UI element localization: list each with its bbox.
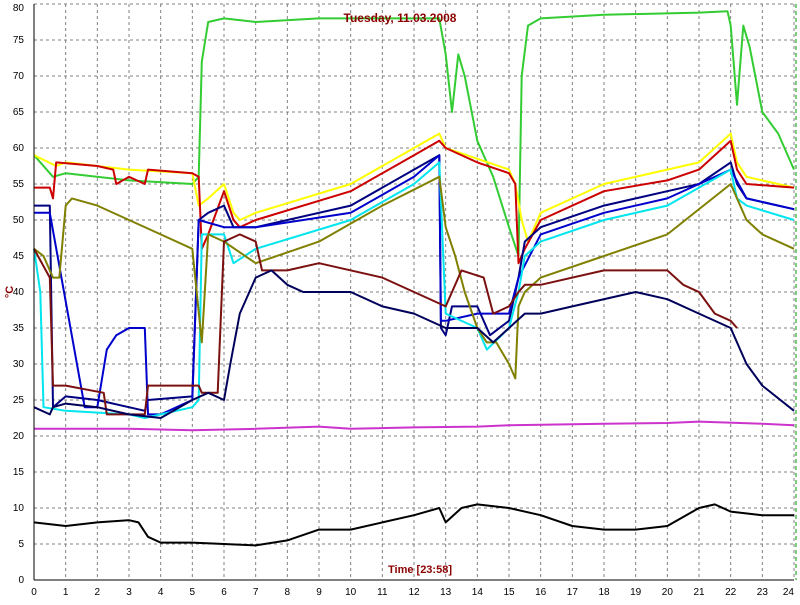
x-tick-label: 8 (285, 587, 291, 598)
x-tick-label: 4 (158, 587, 164, 598)
y-tick-label: 5 (18, 539, 24, 550)
y-tick-label: 60 (13, 143, 25, 154)
chart-title: Tuesday, 11.03.2008 (344, 11, 457, 25)
x-tick-label: 18 (598, 587, 610, 598)
series-line-5 (34, 154, 795, 416)
y-tick-labels: 0 5 10 15 20 25 30 35 40 45 50 55 60 65 70 75 80 (13, 3, 25, 586)
y-tick-label: 80 (13, 3, 25, 14)
y-tick-label: 20 (13, 431, 25, 442)
x-tick-label: 22 (725, 587, 737, 598)
series-line-1 (33, 10, 795, 257)
x-tick-label: 16 (535, 587, 547, 598)
x-tick-label: 5 (190, 587, 196, 598)
x-tick-label: 0 (31, 587, 37, 598)
x-tick-label: 10 (345, 587, 357, 598)
x-tick-label: 21 (693, 587, 705, 598)
y-axis-label: °C (4, 286, 16, 298)
y-tick-label: 55 (13, 179, 25, 190)
y-tick-label: 75 (13, 35, 25, 46)
series-line-9 (33, 269, 795, 419)
x-tick-label: 20 (662, 587, 674, 598)
x-tick-label: 3 (126, 587, 132, 598)
y-tick-label: 45 (13, 251, 25, 262)
series-line-10 (34, 420, 795, 432)
series-layer (33, 10, 795, 547)
x-axis-label: Time [23:58] (388, 564, 452, 576)
x-tick-label: 1 (63, 587, 69, 598)
x-tick-label: 12 (408, 587, 420, 598)
y-tick-label: 0 (18, 575, 24, 586)
y-tick-label: 40 (13, 287, 25, 298)
y-tick-label: 30 (13, 359, 25, 370)
series-line-11 (33, 503, 794, 547)
y-tick-label: 15 (13, 467, 25, 478)
y-tick-label: 65 (13, 107, 25, 118)
x-tick-label: 6 (221, 587, 227, 598)
x-tick-label: 11 (377, 587, 388, 598)
x-tick-label: 15 (503, 587, 515, 598)
x-tick-label: 17 (567, 587, 579, 598)
x-tick-label: 14 (472, 587, 484, 598)
x-tick-label: 9 (316, 587, 322, 598)
series-line-3 (34, 139, 795, 265)
x-tick-label: 13 (440, 587, 452, 598)
y-tick-label: 35 (13, 323, 25, 334)
x-tick-labels: 0 1 2 3 4 5 6 7 8 9 10 11 12 13 14 15 16 17 18 19 20 21 22 23 24 (31, 587, 794, 598)
x-tick-label: 19 (630, 587, 642, 598)
y-tick-label: 50 (13, 215, 25, 226)
series-line-7 (33, 175, 795, 380)
x-tick-label: 23 (757, 587, 769, 598)
y-tick-label: 70 (13, 71, 25, 82)
y-tick-label: 25 (13, 395, 25, 406)
y-tick-label: 10 (13, 503, 25, 514)
x-tick-label: 7 (253, 587, 259, 598)
x-tick-label: 2 (95, 587, 101, 598)
x-tick-label: 24 (783, 587, 795, 598)
